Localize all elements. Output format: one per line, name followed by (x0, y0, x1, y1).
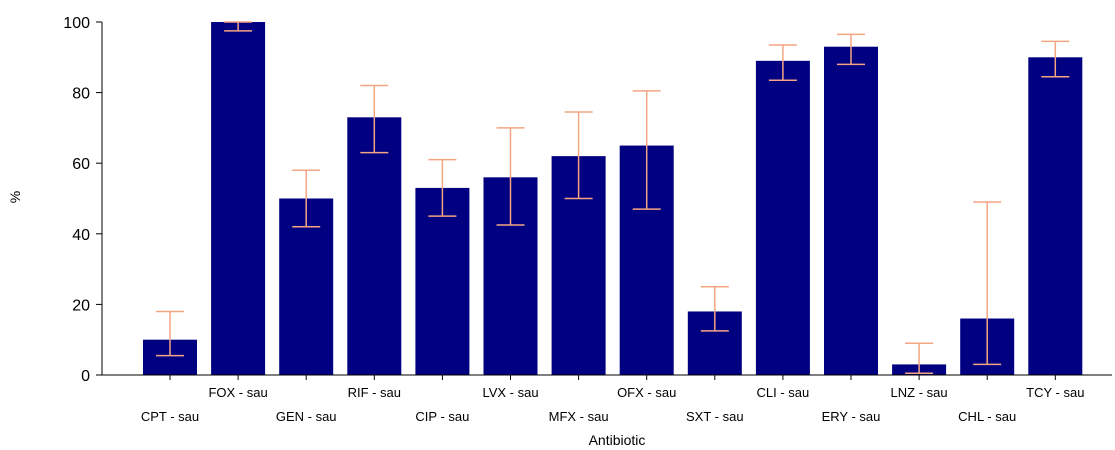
axes-group (101, 22, 1112, 376)
error-bars-group (156, 21, 1070, 374)
x-tick-label: CLI - sau (757, 385, 810, 400)
x-tick-label: SXT - sau (686, 409, 744, 424)
y-tick-label: 80 (72, 86, 90, 103)
y-axis-title: % (7, 191, 23, 203)
x-tick-label: CPT - sau (141, 409, 199, 424)
x-tick-label: GEN - sau (276, 409, 337, 424)
x-tick-label: ERY - sau (822, 409, 881, 424)
x-tick-label: MFX - sau (549, 409, 609, 424)
x-axis-title: Antibiotic (589, 432, 646, 448)
x-tick-label: TCY - sau (1026, 385, 1084, 400)
x-tick-label: OFX - sau (617, 385, 676, 400)
x-labels-group: CPT - sau FOX - sau GEN - sau RIF - sau CIP … (141, 385, 1085, 424)
x-tick-label: CIP - sau (415, 409, 469, 424)
y-tick-label: 0 (81, 368, 90, 385)
y-tick-label: 100 (63, 15, 90, 32)
y-tick-label: 20 (72, 297, 90, 314)
bar (755, 60, 810, 376)
x-tick-label: LVX - sau (482, 385, 538, 400)
y-tick-label: 60 (72, 156, 90, 173)
bars-group (143, 22, 1083, 376)
x-tick-label: RIF - sau (348, 385, 401, 400)
x-tick-label: LNZ - sau (891, 385, 948, 400)
x-tick-label: CHL - sau (958, 409, 1016, 424)
bar (279, 198, 334, 375)
bar (347, 117, 402, 375)
bar (824, 46, 878, 376)
bar (415, 187, 470, 375)
bar (1028, 57, 1083, 376)
x-tick-label: FOX - sau (208, 385, 267, 400)
y-ticks-group: 0 20 40 60 80 100 (63, 15, 1056, 385)
y-tick-label: 40 (72, 227, 90, 244)
bar (211, 22, 266, 375)
